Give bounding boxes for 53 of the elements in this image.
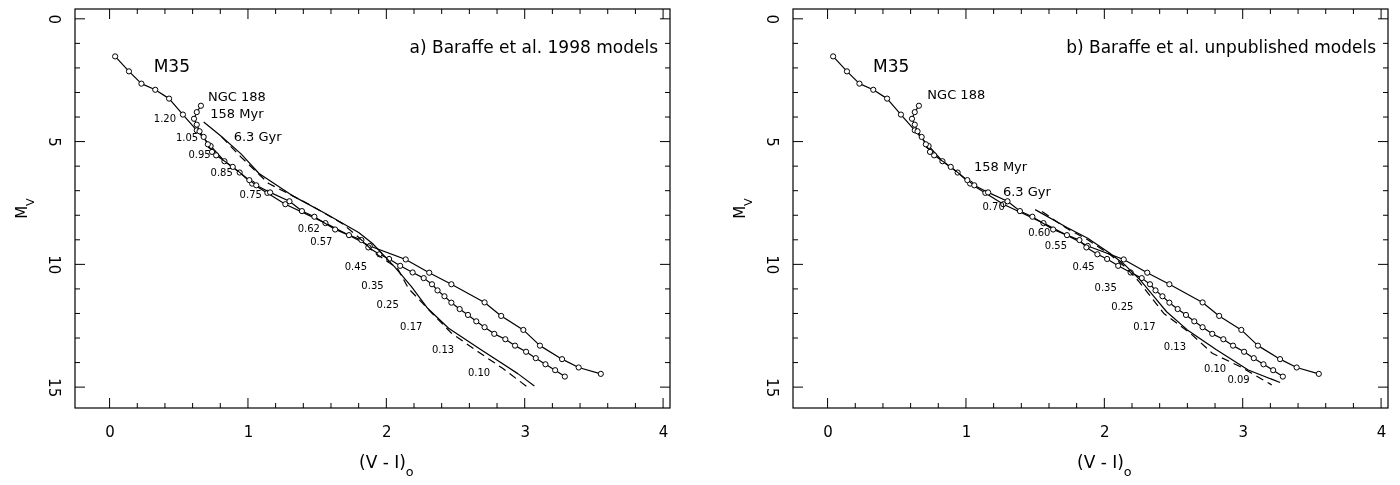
annotation: NGC 188 (207, 88, 266, 104)
annotation: 0.62 (297, 223, 320, 235)
y-tick-label: 10 (762, 255, 781, 275)
annotation: 0.60 (1028, 227, 1051, 239)
y-tick-label: 5 (44, 137, 63, 147)
y-tick-label: 0 (44, 14, 63, 25)
x-tick-label: 4 (1376, 422, 1387, 441)
y-tick-label: 10 (44, 255, 63, 275)
text: b) Baraffe et al. unpublished models (1066, 37, 1377, 57)
annotation: M35 (153, 56, 191, 77)
x-tick-label: 0 (105, 422, 115, 441)
x-tick-label: 0 (823, 422, 833, 441)
annotation: M35 (873, 56, 910, 77)
x-tick-label: 3 (520, 422, 530, 441)
annotation: 6.3 Gyr (233, 128, 283, 144)
annotation: 1.20 (153, 112, 177, 124)
x-tick-label: 2 (1100, 422, 1110, 441)
x-tick-label: 2 (382, 422, 392, 441)
annotation: 0.17 (400, 321, 423, 333)
annotation: 0.10 (1203, 363, 1227, 375)
annotation: 0.13 (1163, 340, 1187, 352)
annotation: 0.25 (376, 299, 399, 311)
y-tick-label: 5 (762, 137, 781, 147)
annotation: 0.55 (1044, 239, 1068, 251)
annotation: 0.70 (982, 200, 1005, 212)
y-tick-label: 15 (44, 378, 63, 398)
annotation: 0.75 (239, 189, 262, 201)
text: a) Baraffe et al. 1998 models (409, 37, 659, 57)
x-tick-label: 1 (961, 422, 972, 441)
annotation: 1.05 (175, 131, 199, 143)
annotation: 0.57 (310, 235, 333, 247)
x-axis-title: (V - I)$_{o}$ (359, 452, 414, 479)
annotation: 0.35 (361, 279, 384, 291)
x-tick-label: 3 (1238, 422, 1248, 441)
x-axis-title: (V - I)$_{o}$ (1077, 452, 1132, 479)
annotation: 158 Myr (210, 105, 265, 121)
annotation: 0.85 (210, 167, 233, 179)
annotation: 0.35 (1094, 281, 1117, 293)
annotation: 0.09 (1227, 373, 1250, 385)
annotation: 0.17 (1133, 320, 1156, 332)
annotation: 0.25 (1111, 300, 1134, 312)
annotation: 0.45 (344, 260, 368, 272)
annotation: NGC 188 (927, 86, 986, 102)
annotation: 6.3 Gyr (1002, 183, 1052, 199)
y-tick-label: 0 (762, 14, 781, 25)
annotation: 0.95 (188, 149, 211, 161)
annotation: 158 Myr (973, 158, 1028, 174)
x-tick-label: 1 (243, 422, 254, 441)
y-tick-label: 15 (762, 378, 781, 398)
annotation: 0.45 (1072, 261, 1095, 273)
annotation: 0.10 (467, 366, 491, 378)
x-tick-label: 4 (658, 422, 669, 441)
annotation: 0.13 (431, 344, 455, 356)
